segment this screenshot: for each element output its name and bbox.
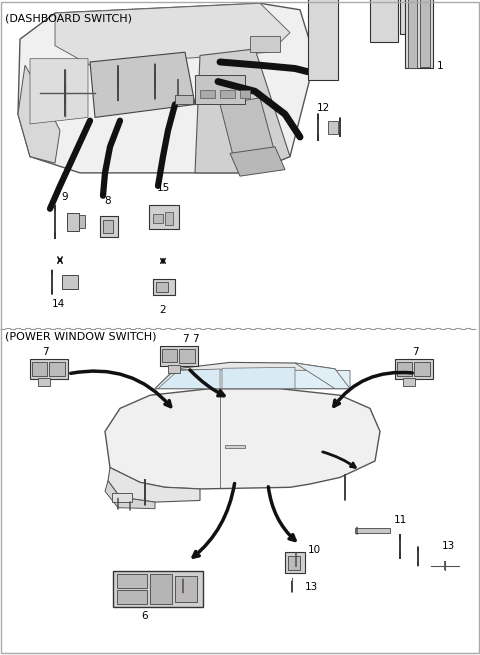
Text: 6: 6 bbox=[142, 611, 148, 621]
Bar bbox=[38, 378, 50, 386]
Bar bbox=[117, 590, 147, 604]
Bar bbox=[165, 212, 173, 225]
Text: 12: 12 bbox=[316, 103, 330, 113]
Polygon shape bbox=[105, 388, 380, 489]
Bar bbox=[220, 90, 235, 98]
Text: 15: 15 bbox=[156, 183, 169, 193]
Bar bbox=[103, 220, 113, 233]
Bar bbox=[308, 0, 338, 80]
Text: 14: 14 bbox=[51, 299, 65, 309]
Bar bbox=[414, 362, 430, 376]
Polygon shape bbox=[295, 363, 350, 388]
Polygon shape bbox=[30, 59, 88, 124]
Bar bbox=[355, 529, 390, 533]
Bar bbox=[62, 275, 78, 290]
Bar bbox=[200, 90, 215, 98]
Bar bbox=[420, 0, 430, 67]
Polygon shape bbox=[108, 468, 200, 502]
Polygon shape bbox=[55, 3, 290, 66]
Polygon shape bbox=[230, 147, 285, 176]
Bar bbox=[149, 205, 179, 229]
Bar bbox=[49, 362, 65, 376]
Bar bbox=[408, 0, 417, 67]
Bar bbox=[67, 213, 79, 231]
Bar bbox=[100, 216, 118, 237]
Text: (DASHBOARD SWITCH): (DASHBOARD SWITCH) bbox=[5, 13, 132, 23]
Bar bbox=[79, 215, 85, 229]
Bar bbox=[395, 359, 433, 379]
Bar bbox=[30, 359, 68, 379]
Polygon shape bbox=[18, 66, 60, 163]
Bar bbox=[250, 36, 280, 52]
Bar bbox=[397, 362, 412, 375]
Bar bbox=[153, 279, 175, 295]
Bar bbox=[370, 0, 398, 43]
Bar bbox=[168, 365, 180, 373]
Text: 2: 2 bbox=[160, 305, 166, 315]
Bar bbox=[153, 214, 163, 223]
Bar bbox=[162, 349, 177, 362]
Bar bbox=[156, 282, 168, 292]
Text: 7: 7 bbox=[42, 348, 48, 358]
Text: 1: 1 bbox=[437, 61, 444, 71]
Bar bbox=[195, 75, 245, 104]
Bar bbox=[328, 121, 338, 134]
Text: 13: 13 bbox=[305, 582, 318, 591]
Bar bbox=[288, 556, 300, 569]
Bar bbox=[179, 348, 195, 363]
Bar bbox=[225, 445, 245, 448]
Polygon shape bbox=[155, 362, 350, 388]
Text: 11: 11 bbox=[394, 515, 407, 525]
Text: 7: 7 bbox=[192, 334, 198, 345]
Text: 8: 8 bbox=[105, 196, 111, 206]
Polygon shape bbox=[155, 369, 350, 388]
Bar bbox=[32, 362, 47, 375]
Polygon shape bbox=[105, 481, 155, 509]
Polygon shape bbox=[158, 369, 220, 388]
Polygon shape bbox=[18, 3, 315, 173]
Polygon shape bbox=[90, 52, 195, 117]
Bar bbox=[400, 0, 428, 34]
Text: 13: 13 bbox=[442, 542, 455, 552]
Bar bbox=[285, 552, 305, 574]
Bar bbox=[240, 90, 250, 98]
Bar bbox=[405, 0, 433, 69]
Polygon shape bbox=[220, 98, 275, 163]
Bar bbox=[175, 94, 193, 104]
Polygon shape bbox=[195, 49, 290, 173]
Polygon shape bbox=[222, 367, 295, 388]
Bar bbox=[113, 571, 203, 607]
Bar bbox=[160, 346, 198, 365]
Bar bbox=[403, 378, 415, 386]
Text: 7: 7 bbox=[412, 348, 418, 358]
Text: 10: 10 bbox=[308, 546, 321, 555]
Bar bbox=[112, 493, 132, 502]
Text: 7: 7 bbox=[182, 334, 188, 345]
Bar bbox=[175, 576, 197, 603]
Text: (POWER WINDOW SWITCH): (POWER WINDOW SWITCH) bbox=[5, 331, 156, 341]
Bar bbox=[117, 574, 147, 588]
Text: 9: 9 bbox=[62, 193, 68, 202]
Bar bbox=[150, 574, 172, 604]
